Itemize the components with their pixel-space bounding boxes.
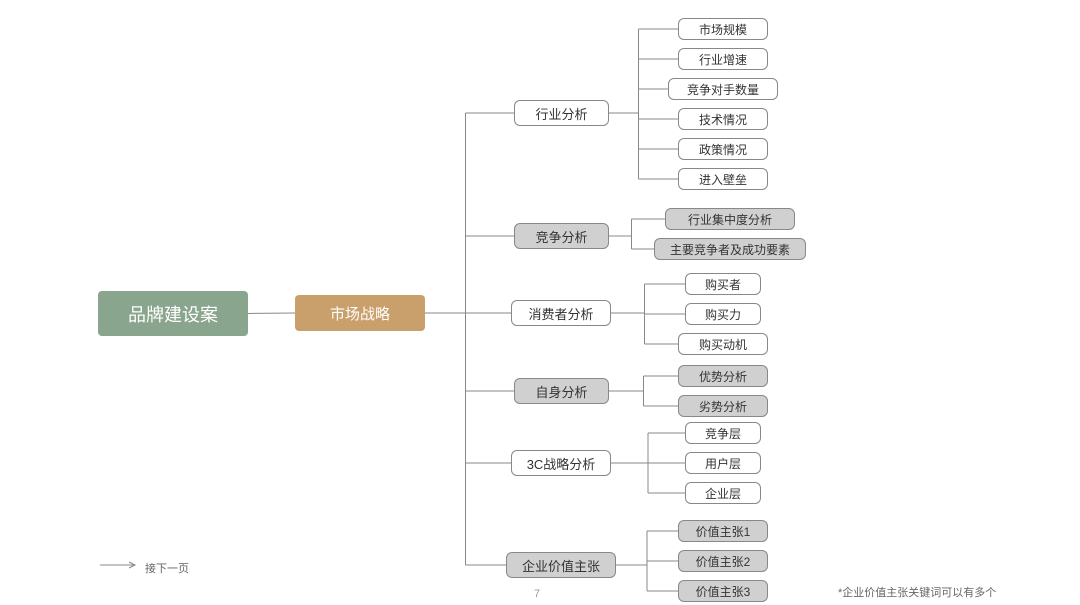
level2-value: 企业价值主张 — [506, 552, 616, 578]
page-number: 7 — [534, 588, 540, 600]
level3-competition-0: 行业集中度分析 — [665, 208, 795, 230]
level3-industry-5: 进入壁垒 — [678, 168, 768, 190]
level3-3c-0: 竞争层 — [685, 422, 761, 444]
level2-competition: 竞争分析 — [514, 223, 609, 249]
level3-self-1: 劣势分析 — [678, 395, 768, 417]
level3-value-0: 价值主张1 — [678, 520, 768, 542]
level3-industry-2: 竞争对手数量 — [668, 78, 778, 100]
level2-self: 自身分析 — [514, 378, 609, 404]
root-node: 品牌建设案 — [98, 291, 248, 336]
level3-competition-1: 主要竞争者及成功要素 — [654, 238, 806, 260]
level3-consumer-1: 购买力 — [685, 303, 761, 325]
level3-self-0: 优势分析 — [678, 365, 768, 387]
level3-industry-0: 市场规模 — [678, 18, 768, 40]
level3-consumer-2: 购买动机 — [678, 333, 768, 355]
level3-value-1: 价值主张2 — [678, 550, 768, 572]
level3-industry-4: 政策情况 — [678, 138, 768, 160]
level3-consumer-0: 购买者 — [685, 273, 761, 295]
level3-3c-1: 用户层 — [685, 452, 761, 474]
level3-industry-1: 行业增速 — [678, 48, 768, 70]
level1-node: 市场战略 — [295, 295, 425, 331]
level2-3c: 3C战略分析 — [511, 450, 611, 476]
level2-industry: 行业分析 — [514, 100, 609, 126]
footnote-text: *企业价值主张关键词可以有多个 — [838, 584, 996, 600]
level3-value-2: 价值主张3 — [678, 580, 768, 602]
level3-industry-3: 技术情况 — [678, 108, 768, 130]
level2-consumer: 消费者分析 — [511, 300, 611, 326]
level3-3c-2: 企业层 — [685, 482, 761, 504]
next-page-label: 接下一页 — [145, 560, 189, 576]
